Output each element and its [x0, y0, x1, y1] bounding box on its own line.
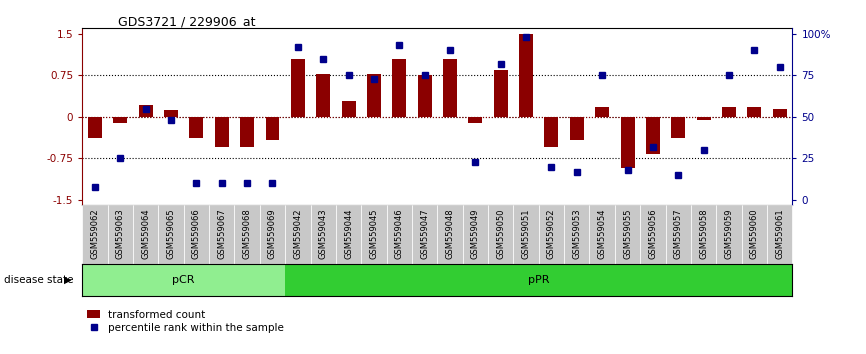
Text: GSM559067: GSM559067	[217, 208, 226, 259]
Text: GSM559056: GSM559056	[649, 208, 657, 259]
Bar	[539, 205, 564, 264]
Bar	[488, 205, 514, 264]
Text: GSM559052: GSM559052	[547, 208, 556, 259]
Bar	[666, 205, 691, 264]
Text: GSM559042: GSM559042	[294, 208, 302, 259]
Bar	[82, 205, 107, 264]
Bar	[545, 117, 559, 147]
Bar	[88, 117, 102, 138]
Bar	[696, 117, 711, 120]
Bar	[164, 110, 178, 117]
Bar	[240, 117, 254, 147]
Text: GSM559053: GSM559053	[572, 208, 581, 259]
Bar	[519, 34, 533, 117]
Bar	[691, 205, 716, 264]
Bar	[767, 205, 792, 264]
Bar	[514, 205, 539, 264]
Bar	[595, 107, 609, 117]
Bar	[260, 205, 285, 264]
Text: GSM559045: GSM559045	[370, 208, 378, 259]
Bar	[291, 59, 305, 117]
Bar	[158, 205, 184, 264]
Bar	[494, 70, 507, 117]
Bar	[285, 264, 792, 296]
Bar	[564, 205, 590, 264]
Text: GSM559061: GSM559061	[775, 208, 785, 259]
Text: pCR: pCR	[172, 275, 195, 285]
Bar	[184, 205, 209, 264]
Text: GSM559054: GSM559054	[598, 208, 607, 259]
Text: GSM559048: GSM559048	[445, 208, 455, 259]
Bar	[361, 205, 386, 264]
Text: GSM559059: GSM559059	[725, 208, 734, 259]
Bar	[412, 205, 437, 264]
Bar	[590, 205, 615, 264]
Bar	[107, 205, 133, 264]
Bar	[437, 205, 462, 264]
Text: pPR: pPR	[528, 275, 550, 285]
Legend: transformed count, percentile rank within the sample: transformed count, percentile rank withi…	[87, 310, 284, 333]
Bar	[646, 117, 660, 154]
Text: GSM559049: GSM559049	[471, 208, 480, 259]
Bar	[469, 117, 482, 124]
Text: GSM559046: GSM559046	[395, 208, 404, 259]
Text: GSM559044: GSM559044	[344, 208, 353, 259]
Bar	[113, 117, 127, 124]
Bar	[190, 117, 204, 138]
Text: GSM559051: GSM559051	[521, 208, 531, 259]
Text: ▶: ▶	[64, 275, 72, 285]
Bar	[209, 205, 235, 264]
Bar	[285, 205, 311, 264]
Bar	[462, 205, 488, 264]
Bar	[640, 205, 666, 264]
Text: GSM559043: GSM559043	[319, 208, 327, 259]
Bar	[615, 205, 640, 264]
Text: GSM559060: GSM559060	[750, 208, 759, 259]
Bar	[215, 117, 229, 147]
Text: GSM559055: GSM559055	[623, 208, 632, 259]
Bar	[747, 107, 761, 117]
Text: GSM559066: GSM559066	[192, 208, 201, 259]
Text: GSM559057: GSM559057	[674, 208, 682, 259]
Bar	[621, 117, 635, 168]
Text: GSM559058: GSM559058	[699, 208, 708, 259]
Bar	[722, 107, 736, 117]
Text: GSM559050: GSM559050	[496, 208, 505, 259]
Text: GSM559065: GSM559065	[166, 208, 176, 259]
Bar	[311, 205, 336, 264]
Text: GSM559062: GSM559062	[90, 208, 100, 259]
Bar	[772, 109, 786, 117]
Bar	[570, 117, 584, 140]
Bar	[386, 205, 412, 264]
Text: disease state: disease state	[4, 275, 74, 285]
Bar	[443, 59, 457, 117]
Bar	[367, 74, 381, 117]
Bar	[336, 205, 361, 264]
Bar	[417, 75, 431, 117]
Bar	[392, 59, 406, 117]
Bar	[139, 105, 152, 117]
Bar	[82, 264, 285, 296]
Text: GDS3721 / 229906_at: GDS3721 / 229906_at	[118, 15, 255, 28]
Text: GSM559047: GSM559047	[420, 208, 430, 259]
Bar	[741, 205, 767, 264]
Bar	[235, 205, 260, 264]
Bar	[266, 117, 280, 140]
Bar	[341, 101, 356, 117]
Text: GSM559063: GSM559063	[116, 208, 125, 259]
Bar	[716, 205, 741, 264]
Text: GSM559064: GSM559064	[141, 208, 150, 259]
Bar	[671, 117, 685, 138]
Text: GSM559069: GSM559069	[268, 208, 277, 259]
Bar	[316, 74, 330, 117]
Text: GSM559068: GSM559068	[242, 208, 252, 259]
Bar	[133, 205, 158, 264]
